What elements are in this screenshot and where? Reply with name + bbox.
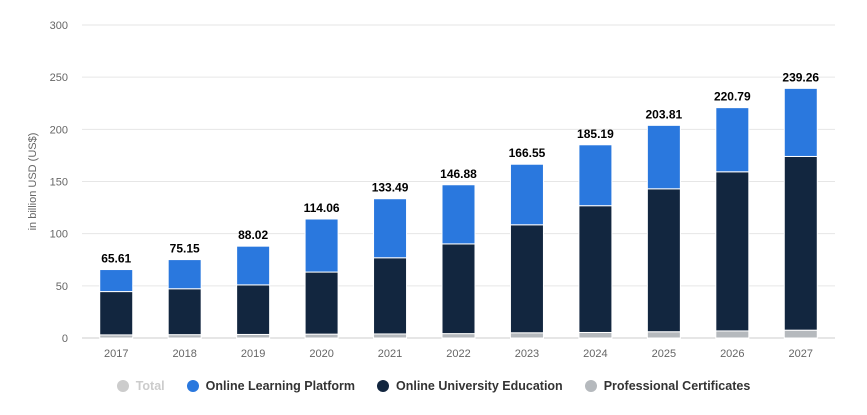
- legend-item-online-university-education[interactable]: Online University Education: [376, 379, 563, 393]
- bar-professional-certificates-2020: [304, 333, 339, 339]
- bar-online-learning-platform-2027: [783, 87, 818, 157]
- bar-professional-certificates-2024: [578, 331, 613, 339]
- data-label-total-2025: 203.81: [646, 107, 683, 121]
- bar-professional-certificates-2022: [441, 333, 476, 339]
- x-tick-label-2023: 2023: [515, 348, 539, 360]
- bar-online-university-education-2023: [509, 224, 544, 334]
- legend-label-total: Total: [135, 379, 165, 393]
- bar-online-learning-platform-2024: [578, 144, 613, 207]
- data-label-total-2019: 88.02: [238, 228, 268, 242]
- data-label-total-2022: 146.88: [440, 167, 477, 181]
- legend-marker-online-learning-platform: [186, 380, 199, 392]
- data-label-total-2018: 75.15: [170, 242, 200, 256]
- bar-online-learning-platform-2023: [509, 163, 544, 226]
- legend-marker-total: [116, 380, 129, 392]
- x-tick-label-2020: 2020: [309, 348, 333, 360]
- bar-online-university-education-2018: [167, 288, 202, 336]
- data-label-total-2027: 239.26: [782, 70, 819, 84]
- bar-professional-certificates-2019: [236, 333, 271, 339]
- y-tick-label-0: 0: [62, 333, 68, 345]
- chart-legend: Total Online Learning Platform Online Un…: [0, 376, 867, 396]
- bar-online-university-education-2024: [578, 205, 613, 333]
- x-tick-label-2022: 2022: [446, 348, 470, 360]
- bar-online-university-education-2020: [304, 271, 339, 335]
- bar-online-learning-platform-2022: [441, 184, 476, 245]
- bar-professional-certificates-2018: [167, 334, 202, 339]
- bar-online-learning-platform-2021: [373, 198, 408, 259]
- x-tick-label-2017: 2017: [104, 348, 128, 360]
- x-tick-label-2027: 2027: [789, 348, 813, 360]
- y-tick-label-250: 250: [50, 72, 68, 84]
- data-label-total-2023: 166.55: [509, 146, 546, 160]
- x-tick-label-2019: 2019: [241, 348, 265, 360]
- bar-professional-certificates-2021: [373, 333, 408, 339]
- x-tick-label-2025: 2025: [652, 348, 676, 360]
- legend-marker-online-university-education: [376, 380, 389, 392]
- legend-item-professional-certificates[interactable]: Professional Certificates: [584, 379, 751, 393]
- bar-online-learning-platform-2018: [167, 259, 202, 290]
- bar-online-learning-platform-2019: [236, 245, 271, 286]
- legend-item-online-learning-platform[interactable]: Online Learning Platform: [186, 379, 355, 393]
- bar-online-university-education-2017: [99, 291, 134, 336]
- y-tick-label-200: 200: [50, 124, 68, 136]
- data-label-total-2017: 65.61: [101, 252, 131, 266]
- bar-online-learning-platform-2017: [99, 269, 134, 293]
- bar-online-learning-platform-2020: [304, 218, 339, 273]
- data-label-total-2021: 133.49: [372, 181, 409, 195]
- data-label-total-2024: 185.19: [577, 127, 614, 141]
- y-tick-label-300: 300: [50, 20, 68, 32]
- bar-professional-certificates-2026: [715, 330, 750, 339]
- x-tick-label-2026: 2026: [720, 348, 744, 360]
- data-label-total-2026: 220.79: [714, 90, 751, 104]
- y-tick-label-150: 150: [50, 177, 68, 189]
- bar-online-learning-platform-2025: [646, 124, 681, 190]
- bar-professional-certificates-2025: [646, 331, 681, 339]
- legend-item-total[interactable]: Total: [116, 379, 165, 393]
- bar-online-university-education-2022: [441, 243, 476, 335]
- bar-professional-certificates-2027: [783, 329, 818, 339]
- bar-online-university-education-2027: [783, 155, 818, 331]
- x-tick-label-2018: 2018: [172, 348, 196, 360]
- legend-label-online-learning-platform: Online Learning Platform: [205, 379, 355, 393]
- legend-label-online-university-education: Online University Education: [395, 379, 563, 393]
- bar-online-university-education-2025: [646, 188, 681, 333]
- y-axis-label: in billion USD (US$): [27, 133, 39, 231]
- x-tick-label-2021: 2021: [378, 348, 402, 360]
- legend-label-professional-certificates: Professional Certificates: [603, 379, 751, 393]
- bar-professional-certificates-2023: [509, 332, 544, 339]
- bar-online-university-education-2021: [373, 257, 408, 335]
- y-tick-label-50: 50: [56, 281, 68, 293]
- legend-marker-professional-certificates: [584, 380, 597, 392]
- bar-online-university-education-2026: [715, 171, 750, 332]
- x-tick-label-2024: 2024: [583, 348, 607, 360]
- bar-online-learning-platform-2026: [715, 107, 750, 173]
- y-tick-label-100: 100: [50, 229, 68, 241]
- bar-online-university-education-2019: [236, 284, 271, 335]
- data-label-total-2020: 114.06: [304, 201, 340, 215]
